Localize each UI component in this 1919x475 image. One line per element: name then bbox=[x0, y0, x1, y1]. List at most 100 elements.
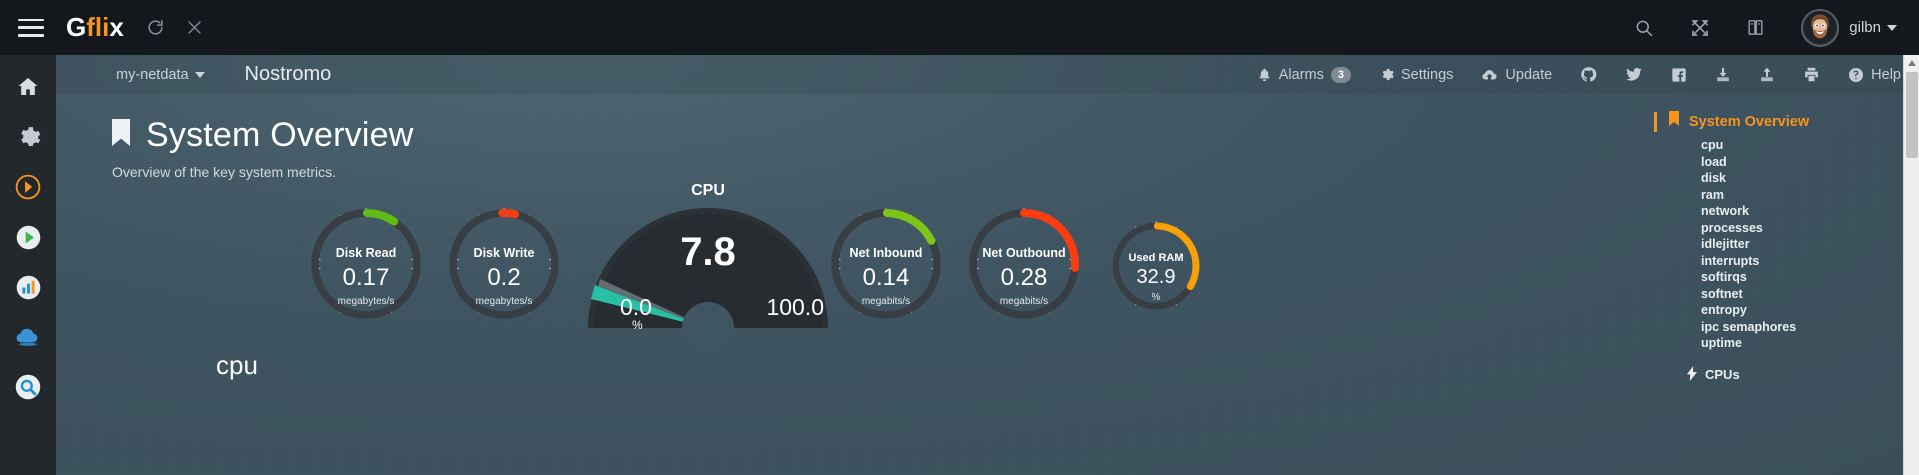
nav-item-settings[interactable]: Settings bbox=[1379, 67, 1453, 83]
print-icon bbox=[1805, 67, 1819, 82]
gauge-units: megabits/s bbox=[999, 296, 1049, 307]
gauge-label: Disk Write bbox=[473, 246, 535, 260]
rail-item-stats[interactable] bbox=[6, 265, 50, 309]
username-label: gilbn bbox=[1849, 19, 1881, 36]
nav-item-update[interactable]: Update bbox=[1481, 67, 1552, 83]
brand-text-2: x bbox=[109, 12, 124, 42]
main-content: System Overview Overview of the key syst… bbox=[56, 94, 1919, 381]
right-sidebar: System Overview cpu load disk ram networ… bbox=[1654, 111, 1904, 384]
gauge-label: Used RAM bbox=[1128, 252, 1184, 264]
nav-item-alarms[interactable]: Alarms 3 bbox=[1257, 66, 1351, 83]
nav-item-help-label: Help bbox=[1871, 66, 1901, 83]
sidebar-item-ipc-semaphores[interactable]: ipc semaphores bbox=[1701, 319, 1797, 334]
gauge-value: 0.2 bbox=[487, 264, 521, 291]
avatar[interactable] bbox=[1801, 8, 1840, 47]
sidebar-item-idlejitter[interactable]: idlejitter bbox=[1701, 237, 1750, 251]
rail-item-settings[interactable] bbox=[6, 115, 50, 159]
page-scrollbar[interactable] bbox=[1903, 55, 1919, 475]
gauge-cpu-max: 100.0 bbox=[766, 294, 824, 320]
gauge-units: % bbox=[1151, 292, 1161, 303]
sidebar-item-softirqs[interactable]: softirqs bbox=[1701, 270, 1747, 284]
brand-text-accent: fli bbox=[86, 12, 110, 42]
bookmark-icon bbox=[110, 118, 132, 153]
refresh-icon[interactable] bbox=[146, 18, 165, 37]
brand-logo[interactable]: Gflix bbox=[66, 12, 124, 43]
nav-item-download[interactable] bbox=[1715, 66, 1731, 83]
sidebar-item-uptime[interactable]: uptime bbox=[1701, 336, 1742, 350]
chevron-down-icon bbox=[194, 71, 205, 78]
scroll-thumb[interactable] bbox=[1906, 72, 1918, 158]
nav-item-update-label: Update bbox=[1505, 66, 1553, 83]
rail-item-cloud[interactable] bbox=[6, 315, 50, 359]
upload-icon bbox=[1761, 67, 1773, 82]
nav-item-github[interactable] bbox=[1580, 66, 1597, 83]
gauge-used-ram[interactable]: Used RAM 32.9 % bbox=[1108, 218, 1204, 314]
netdata-nav-bar: my-netdata Nostromo Alarms 3 Settings Up… bbox=[56, 55, 1919, 94]
sidebar-menu-list: cpu load disk ram network processes idle… bbox=[1668, 137, 1904, 352]
search-icon[interactable] bbox=[1634, 18, 1654, 38]
expand-arrows-icon[interactable] bbox=[1690, 18, 1710, 38]
username-menu[interactable]: gilbn bbox=[1849, 19, 1897, 36]
sidebar-item-disk[interactable]: disk bbox=[1701, 171, 1727, 185]
cloud-download-icon bbox=[1482, 70, 1497, 80]
bolt-icon bbox=[1687, 365, 1697, 384]
gear-icon bbox=[1382, 68, 1394, 81]
gauge-cpu[interactable]: CPU 7.8 0.0 100.0 % bbox=[582, 182, 834, 354]
download-icon bbox=[1717, 67, 1729, 82]
sidebar-item-network[interactable]: network bbox=[1701, 204, 1749, 218]
left-icon-rail bbox=[0, 55, 56, 475]
nav-item-help[interactable]: Help bbox=[1848, 67, 1901, 83]
nav-item-upload[interactable] bbox=[1759, 66, 1775, 83]
rail-item-console[interactable] bbox=[6, 165, 50, 209]
scroll-up-arrow[interactable] bbox=[1904, 55, 1919, 71]
page-title: System Overview bbox=[110, 116, 1919, 155]
sidebar-item-load[interactable]: load bbox=[1701, 154, 1727, 169]
gauge-label: Disk Read bbox=[335, 246, 397, 260]
nav-item-facebook[interactable] bbox=[1671, 67, 1687, 83]
gauge-value: 32.9 bbox=[1136, 266, 1176, 288]
page-title-text: System Overview bbox=[146, 116, 414, 154]
github-icon bbox=[1581, 67, 1597, 82]
brand-text-1: G bbox=[66, 12, 87, 42]
host-selector-label: my-netdata bbox=[116, 66, 189, 83]
gauge-disk-write[interactable]: Disk Write 0.2 megabytes/s bbox=[444, 204, 564, 324]
bell-icon bbox=[1259, 68, 1270, 82]
nav-item-print[interactable] bbox=[1803, 66, 1820, 83]
gauge-cpu-value: 7.8 bbox=[680, 230, 736, 274]
top-bar-right: gilbn bbox=[1634, 8, 1919, 47]
gauge-units: megabytes/s bbox=[475, 296, 533, 307]
host-selector[interactable]: my-netdata bbox=[116, 67, 205, 83]
gauge-units: megabits/s bbox=[861, 296, 911, 307]
sidebar-item-softnet[interactable]: softnet bbox=[1701, 286, 1743, 301]
gauge-net-inbound[interactable]: Net Inbound 0.14 megabits/s bbox=[826, 204, 946, 324]
gauge-net-outbound[interactable]: Net Outbound 0.28 megabits/s bbox=[964, 204, 1084, 324]
nav-item-alarms-label: Alarms bbox=[1278, 66, 1324, 83]
sidebar-item-interrupts[interactable]: interrupts bbox=[1701, 253, 1760, 268]
netdata-nav-items: Alarms 3 Settings Update bbox=[1229, 66, 1919, 83]
book-icon[interactable] bbox=[1746, 18, 1765, 37]
hamburger-icon[interactable] bbox=[18, 18, 44, 37]
nav-item-settings-label: Settings bbox=[1401, 66, 1454, 83]
sidebar-item-processes[interactable]: processes bbox=[1701, 220, 1763, 235]
gauge-cpu-min: 0.0 bbox=[620, 294, 652, 320]
gauge-value: 0.28 bbox=[1000, 264, 1048, 291]
sidebar-item-ram[interactable]: ram bbox=[1701, 187, 1724, 202]
close-icon[interactable] bbox=[185, 18, 204, 37]
active-indicator-bar bbox=[1654, 112, 1657, 132]
hostname-label: Nostromo bbox=[244, 63, 332, 85]
question-circle-icon bbox=[1849, 67, 1864, 82]
gauges-row: Disk Read 0.17 megabytes/s bbox=[110, 182, 1919, 354]
gauge-units: megabytes/s bbox=[337, 296, 395, 307]
sidebar-item-entropy[interactable]: entropy bbox=[1701, 303, 1747, 317]
gauge-disk-read[interactable]: Disk Read 0.17 megabytes/s bbox=[306, 204, 426, 324]
sidebar-section-header[interactable]: System Overview bbox=[1654, 111, 1904, 132]
twitter-icon bbox=[1626, 67, 1642, 81]
page-subtitle: Overview of the key system metrics. bbox=[112, 164, 337, 180]
rail-item-media[interactable] bbox=[6, 215, 50, 259]
nav-item-twitter[interactable] bbox=[1625, 66, 1643, 83]
rail-item-home[interactable] bbox=[6, 65, 50, 109]
netdata-dashboard: my-netdata Nostromo Alarms 3 Settings Up… bbox=[56, 55, 1919, 475]
sidebar-section-cpus[interactable]: CPUs bbox=[1687, 365, 1904, 384]
sidebar-item-cpu[interactable]: cpu bbox=[1701, 138, 1724, 152]
rail-item-search[interactable] bbox=[6, 365, 50, 409]
